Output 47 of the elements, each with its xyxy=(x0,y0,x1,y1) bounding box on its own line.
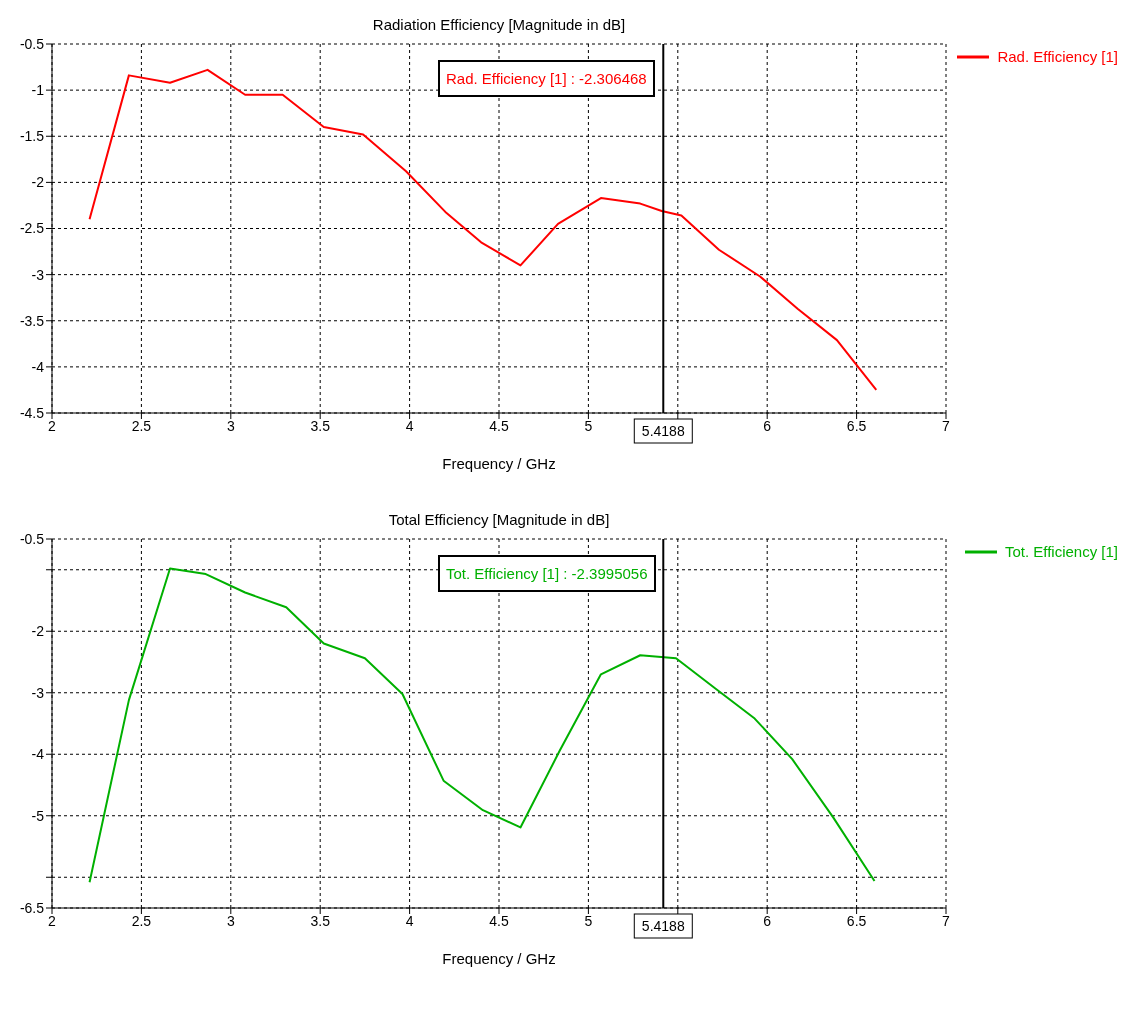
x-tick-label: 6.5 xyxy=(846,912,867,929)
x-tick-label: 4.5 xyxy=(489,912,509,929)
chart-title: Total Efficiency [Magnitude in dB] xyxy=(387,511,611,528)
ref-line-label: 5.4188 xyxy=(641,918,685,934)
x-tick-label: 3 xyxy=(226,912,235,929)
x-tick-label: 4 xyxy=(405,417,414,434)
y-tick-label: -4 xyxy=(31,746,45,763)
y-tick-label: -3 xyxy=(31,266,45,283)
x-axis-title: Frequency / GHz xyxy=(442,950,556,967)
legend-label: Rad. Efficiency [1] xyxy=(997,48,1118,65)
y-tick-label: -3 xyxy=(31,684,45,701)
y-tick-label: -0.5 xyxy=(19,35,45,52)
y-tick-label: -2 xyxy=(31,623,45,640)
x-tick-label: 4.5 xyxy=(489,417,509,434)
x-tick-label: 7 xyxy=(942,417,951,434)
x-tick-label: 2 xyxy=(48,417,57,434)
y-tick-label: -5 xyxy=(31,807,45,824)
y-tick-label: -1 xyxy=(31,82,45,99)
y-tick-label: -4.5 xyxy=(19,404,45,421)
x-tick-label: 2.5 xyxy=(131,417,152,434)
y-tick-label: -6.5 xyxy=(19,899,45,916)
x-tick-label: 7 xyxy=(942,912,951,929)
ref-line-label: 5.4188 xyxy=(641,423,685,439)
x-tick-label: 6 xyxy=(763,912,772,929)
y-tick-label: -4 xyxy=(31,358,45,375)
y-tick-label: -0.5 xyxy=(19,530,45,547)
x-tick-label: 3.5 xyxy=(310,417,331,434)
x-tick-label: 3 xyxy=(226,417,235,434)
x-axis-title: Frequency / GHz xyxy=(442,455,556,472)
line-series xyxy=(88,68,878,391)
y-tick-label: -1.5 xyxy=(19,128,45,145)
x-tick-label: 4 xyxy=(405,912,414,929)
annotation: Tot. Efficiency [1] : -2.3995056 xyxy=(438,555,656,592)
x-tick-label: 5 xyxy=(584,912,593,929)
x-tick-label: 6 xyxy=(763,417,772,434)
y-tick-label: -3.5 xyxy=(19,312,45,329)
x-tick-label: 2 xyxy=(48,912,57,929)
legend-label: Tot. Efficiency [1] xyxy=(1004,543,1118,560)
x-tick-label: 3.5 xyxy=(310,912,331,929)
y-tick-label: -2.5 xyxy=(19,220,45,237)
x-tick-label: 2.5 xyxy=(131,912,152,929)
x-tick-label: 6.5 xyxy=(846,417,867,434)
annotation: Rad. Efficiency [1] : -2.306468 xyxy=(438,60,655,97)
x-tick-label: 5 xyxy=(584,417,593,434)
chart-title: Radiation Efficiency [Magnitude in dB] xyxy=(371,16,627,33)
y-tick-label: -2 xyxy=(31,174,45,191)
line-series xyxy=(88,567,876,884)
